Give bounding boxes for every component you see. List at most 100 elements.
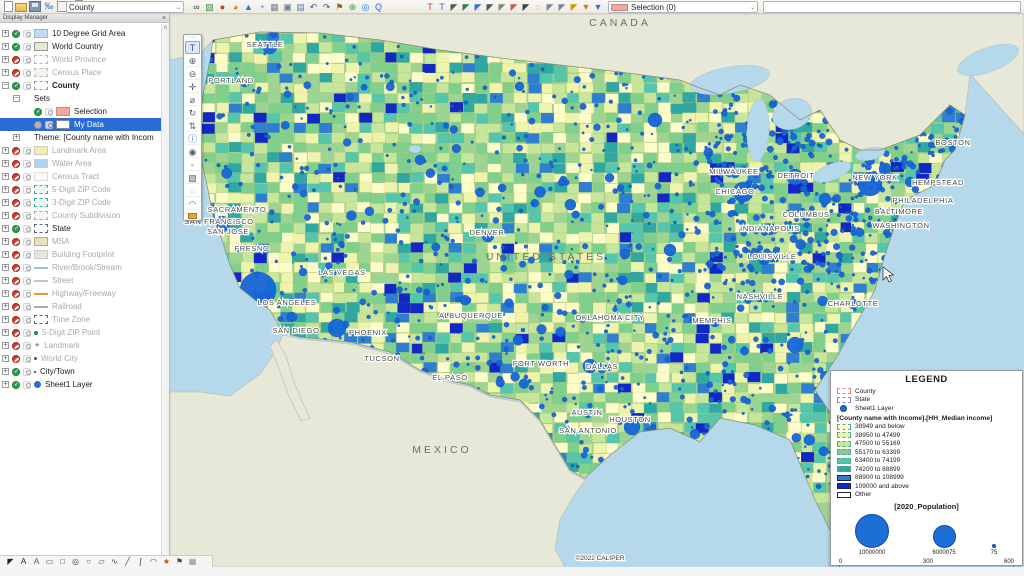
layer-row[interactable]: + Street xyxy=(0,274,161,287)
layer-row[interactable]: + River/Brook/Stream xyxy=(0,261,161,274)
undo-icon[interactable]: ↶ xyxy=(309,2,318,12)
select-copy-icon[interactable]: ◤ xyxy=(546,2,554,12)
layer-row[interactable]: + ★ Landmark xyxy=(0,339,161,352)
layer-style-swatch[interactable] xyxy=(34,224,48,233)
rounded-rect-tool-icon[interactable]: □ xyxy=(60,557,65,566)
expand-toggle-icon[interactable]: + xyxy=(2,381,9,388)
layer-row[interactable]: +10 Degree Grid Area xyxy=(0,27,161,40)
select-region-icon[interactable]: ▧ xyxy=(185,171,200,184)
hotspot-info-icon[interactable]: ◉ xyxy=(185,145,200,158)
autoscale-icon[interactable] xyxy=(23,367,31,376)
autoscale-icon[interactable] xyxy=(23,380,31,389)
layer-style-swatch[interactable]: ★ xyxy=(34,342,41,349)
autoscale-icon[interactable] xyxy=(23,159,31,168)
layer-style-swatch[interactable] xyxy=(34,315,48,324)
color-swatch-icon[interactable] xyxy=(185,210,200,219)
layer-hidden-icon[interactable] xyxy=(12,289,20,298)
scroll-up-icon[interactable]: ∧ xyxy=(163,25,168,31)
autoscale-icon[interactable] xyxy=(23,302,31,311)
previous-view-icon[interactable]: ⌀ xyxy=(185,93,200,106)
layer-visible-icon[interactable] xyxy=(12,42,20,51)
layer-hidden-icon[interactable] xyxy=(12,263,20,272)
layer-row[interactable]: + World City xyxy=(0,352,161,365)
layer-row[interactable]: My Data xyxy=(0,118,161,131)
layer-row[interactable]: + Time Zone xyxy=(0,313,161,326)
layer-row[interactable]: − County xyxy=(0,79,161,92)
layer-hidden-icon[interactable] xyxy=(12,159,20,168)
layer-row[interactable]: + Building Footprint xyxy=(0,248,161,261)
choropleth-map[interactable]: CANADA UNITED STATES MEXICO SEATTLE PORTLAND… xyxy=(170,14,1024,567)
layer-visible-icon[interactable] xyxy=(12,224,20,233)
select-gold-icon[interactable]: ◤ xyxy=(570,2,578,12)
layer-row[interactable]: +5-Digit ZIP Code xyxy=(0,183,161,196)
layer-style-swatch[interactable] xyxy=(34,357,37,360)
image-tool-icon[interactable]: ▦ xyxy=(188,557,197,566)
expand-toggle-icon[interactable]: + xyxy=(2,160,9,167)
pan-icon[interactable]: ✛ xyxy=(185,80,200,93)
autoscale-icon[interactable] xyxy=(45,120,53,129)
text-small-tool-icon[interactable]: A xyxy=(33,557,40,566)
layer-hidden-icon[interactable] xyxy=(12,315,20,324)
layer-row[interactable]: + Railroad xyxy=(0,300,161,313)
layer-style-swatch[interactable] xyxy=(34,330,38,335)
layer-style-swatch[interactable] xyxy=(34,305,48,308)
globe-icon[interactable]: ⊛ xyxy=(348,2,357,12)
expand-toggle-icon[interactable]: + xyxy=(2,186,9,193)
arc-tool-icon[interactable]: ◠ xyxy=(185,197,200,210)
autoscale-icon[interactable] xyxy=(45,107,53,116)
autoscale-icon[interactable] xyxy=(23,237,31,246)
save-icon[interactable] xyxy=(29,1,41,12)
select-zoom-icon[interactable]: ◌ xyxy=(535,2,541,12)
autoscale-icon[interactable] xyxy=(23,172,31,181)
arc-tool-icon[interactable]: ◠ xyxy=(150,557,157,566)
select-x-icon[interactable]: ◤ xyxy=(510,2,518,12)
layer-style-swatch[interactable] xyxy=(34,292,48,295)
layer-style-swatch[interactable] xyxy=(34,146,48,155)
layer-row[interactable]: + County Subdivision xyxy=(0,209,161,222)
circle-center-tool-icon[interactable]: ◎ xyxy=(72,557,79,566)
layer-row[interactable]: + City/Town xyxy=(0,365,161,378)
expand-toggle-icon[interactable]: + xyxy=(2,199,9,206)
layer-style-swatch[interactable] xyxy=(34,237,48,246)
zoom-q-icon[interactable]: Q xyxy=(374,2,382,12)
rings-icon[interactable]: ◎ xyxy=(361,2,370,12)
select-plus-icon[interactable]: ◤ xyxy=(522,2,530,12)
layer-hidden-icon[interactable] xyxy=(12,198,20,207)
expand-toggle-icon[interactable]: + xyxy=(13,134,20,141)
record-red-icon[interactable]: ● xyxy=(219,2,226,12)
autoscale-icon[interactable] xyxy=(23,250,31,259)
layer-style-swatch[interactable] xyxy=(56,120,70,129)
layer-visible-icon[interactable] xyxy=(12,81,20,90)
layer-row[interactable]: + Water Area xyxy=(0,157,161,170)
grid-icon[interactable]: ▦ xyxy=(270,2,279,12)
expand-toggle-icon[interactable]: + xyxy=(2,30,9,37)
expand-toggle-icon[interactable]: + xyxy=(2,212,9,219)
select-lasso-icon[interactable]: ◤ xyxy=(474,2,482,12)
expand-toggle-icon[interactable]: + xyxy=(2,147,9,154)
select-arrow-icon[interactable]: ◤ xyxy=(450,2,458,12)
autoscale-icon[interactable] xyxy=(23,42,31,51)
layer-row[interactable]: + State xyxy=(0,222,161,235)
selection-set-combo[interactable]: Selection (0) ⌄ xyxy=(608,1,758,13)
layer-visible-icon[interactable] xyxy=(12,367,20,376)
pointer-red-t-icon[interactable]: T xyxy=(427,2,433,12)
info-icon[interactable]: ⓘ xyxy=(185,132,200,145)
layer-hidden-icon[interactable] xyxy=(12,68,20,77)
layer-style-swatch[interactable] xyxy=(34,279,48,282)
layer-row[interactable]: + World Country xyxy=(0,40,161,53)
autoscale-icon[interactable] xyxy=(23,289,31,298)
autoscale-icon[interactable] xyxy=(23,55,31,64)
palette-grip[interactable]: ⋯ xyxy=(189,35,196,41)
layer-hidden-icon[interactable] xyxy=(12,237,20,246)
filter-icon[interactable]: ▼ xyxy=(581,2,591,12)
expand-toggle-icon[interactable]: + xyxy=(2,225,9,232)
layer-style-swatch[interactable] xyxy=(34,185,48,194)
expand-toggle-icon[interactable]: − xyxy=(13,95,20,102)
scrollbar[interactable]: ∧ xyxy=(161,24,169,555)
layer-hidden-icon[interactable] xyxy=(12,185,20,194)
layer-style-swatch[interactable] xyxy=(34,381,41,388)
expand-toggle-icon[interactable]: + xyxy=(2,368,9,375)
autoscale-icon[interactable] xyxy=(23,81,31,90)
layer-row[interactable]: Selection xyxy=(0,105,161,118)
layer-row[interactable]: + Sheet1 Layer xyxy=(0,378,161,391)
